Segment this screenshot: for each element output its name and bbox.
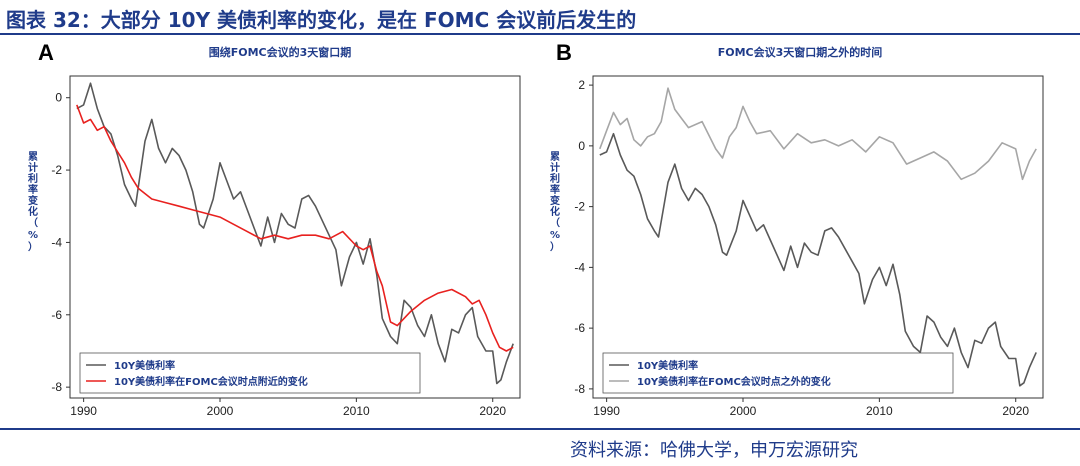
panel-a-title: 围绕FOMC会议的3天窗口期 [209, 45, 352, 59]
panel-b-ylabel-char: % [550, 230, 560, 241]
panel-b-legend-label: 10Y美债利率 [637, 359, 698, 372]
source-note: 资料来源：哈佛大学，申万宏源研究 [570, 440, 858, 461]
panel-b-ytick-label: 0 [578, 139, 585, 153]
panel-b-plot-frame [592, 75, 1044, 399]
panel-a-ylabel-char: （ [28, 216, 38, 229]
panel-a-ytick-label: -8 [51, 380, 62, 394]
panel-b-ylabel-char: 累 [550, 151, 560, 163]
panel-b-legend-box [602, 352, 954, 394]
panel-a-ylabel-char: 计 [28, 161, 38, 174]
panel-a-xtick-label: 2010 [343, 404, 370, 418]
panel-b-ylabel-char: 计 [550, 161, 560, 174]
source-rule [0, 428, 1080, 430]
panel-b-xtick-label: 2010 [866, 404, 893, 418]
panel-b-ytick-label: 2 [578, 78, 585, 92]
panel-b-ylabel-char: 率 [550, 183, 560, 196]
panel-a-ytick-label: -4 [51, 235, 62, 249]
panel-a-ylabel-char: 变 [28, 194, 38, 207]
panel-a-legend-box [79, 352, 421, 394]
panel-a-series-2-line [76, 104, 514, 352]
panel-a-ytick-label: -2 [51, 163, 62, 177]
panel-a-legend-label: 10Y美债利率 [114, 359, 175, 372]
panel-a-xtick-label: 2020 [479, 404, 506, 418]
panel-b-ytick-label: -8 [574, 382, 585, 396]
panel-a-ylabel-char: 率 [28, 183, 38, 196]
panel-b-ylabel-char: 变 [550, 194, 560, 207]
panel-a-xtick-label: 1990 [70, 404, 97, 418]
panel-b-ylabel-char: 利 [550, 172, 560, 185]
panel-b-xtick-label: 2020 [1002, 404, 1029, 418]
panel-a-ytick-label: -6 [51, 308, 62, 322]
panel-a-ylabel-char: ） [28, 240, 38, 253]
panel-b-series-1-line [599, 132, 1037, 387]
panel-b-ytick-label: -2 [574, 200, 585, 214]
panel-a-ytick-label: 0 [55, 91, 62, 105]
panel-b-xtick-label: 1990 [593, 404, 620, 418]
panel-a-ylabel-char: % [28, 230, 38, 241]
panel-b-ytick-label: -6 [574, 321, 585, 335]
panel-b-xtick-label: 2000 [730, 404, 757, 418]
panel-a-ylabel-char: 利 [28, 172, 38, 185]
panel-a-xtick-label: 2000 [207, 404, 234, 418]
panel-b-title: FOMC会议3天窗口期之外的时间 [718, 45, 883, 59]
title-rule [0, 33, 1080, 35]
panel-a-series-1-line [76, 82, 514, 385]
panel-a-ylabel-char: 化 [28, 205, 38, 218]
panel-b-ytick-label: -4 [574, 260, 585, 274]
panel-b-ylabel-char: ） [550, 240, 560, 253]
panel-b-legend-label: 10Y美债利率在FOMC会议时点之外的变化 [637, 375, 831, 388]
panel-b-series-2-line [599, 87, 1037, 181]
panel-b-ylabel-char: 化 [550, 205, 560, 218]
panel-b-ylabel-char: （ [550, 216, 560, 229]
panel-a-letter: A [38, 40, 54, 65]
panel-a-legend-label: 10Y美债利率在FOMC会议时点附近的变化 [114, 375, 308, 388]
figure-title: 图表 32：大部分 10Y 美债利率的变化，是在 FOMC 会议前后发生的 [6, 8, 637, 32]
panel-b-letter: B [556, 40, 572, 65]
panel-a-ylabel-char: 累 [28, 151, 38, 163]
